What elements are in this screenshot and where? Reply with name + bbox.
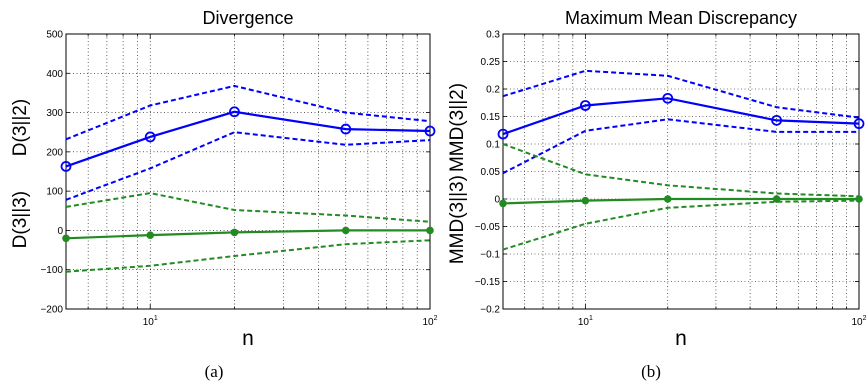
data-point — [581, 196, 590, 205]
x-axis-label: n — [675, 327, 687, 350]
data-point — [230, 228, 239, 237]
y-axis-label-1: D(3||2) — [10, 99, 31, 156]
y-tick-label: −200 — [40, 305, 63, 316]
data-point — [497, 128, 509, 140]
x-tick-label: 101 — [143, 315, 158, 328]
series-line-5 — [502, 199, 860, 251]
y-tick-label: 0 — [494, 195, 500, 206]
chart-title: Maximum Mean Discrepancy — [565, 8, 797, 28]
y-tick-label: 400 — [46, 69, 63, 80]
series-line-2 — [502, 118, 859, 175]
panel-caption: (a) — [205, 362, 224, 381]
y-tick-label: 300 — [46, 108, 63, 119]
y-tick-label: 500 — [46, 30, 63, 41]
data-point — [60, 160, 72, 172]
series-line-2 — [65, 131, 431, 201]
x-tick-label: 101 — [578, 315, 593, 328]
data-point — [771, 114, 783, 126]
y-tick-label: 200 — [46, 147, 63, 158]
series-line-0 — [65, 110, 431, 168]
series-line-1 — [65, 84, 431, 141]
y-tick-label: 100 — [46, 187, 63, 198]
x-tick-label: 102 — [851, 315, 866, 328]
y-tick-label: −0.1 — [480, 250, 500, 261]
y-tick-label: 0.1 — [486, 140, 500, 151]
data-point — [772, 195, 781, 203]
data-point — [341, 226, 350, 235]
y-axis-label-2: D(3||3) — [10, 191, 31, 248]
divergence-panel: −200 −100 0 100 200 300 400 500 101 102 Divergence… — [10, 8, 438, 381]
x-axis-label: n — [242, 327, 254, 350]
y-tick-label: 0 — [57, 226, 63, 237]
y-axis-label-2: MMD(3||3) — [447, 175, 468, 264]
data-point — [62, 234, 70, 243]
data-point — [146, 231, 155, 239]
data-point — [579, 100, 591, 111]
data-point — [229, 106, 240, 118]
y-tick-label: −0.2 — [480, 305, 500, 316]
series-line-4 — [65, 192, 431, 223]
axes-frame — [65, 33, 431, 310]
mmd-panel: −0.2 −0.15 −0.1 −0.05 0 0.05 0.1 0.15 0.2 0.25 0.3… — [447, 8, 867, 381]
series-line-5 — [65, 239, 431, 273]
y-tick-label: 0.2 — [486, 85, 500, 96]
y-axis-label-1: MMD(3||2) — [447, 83, 468, 172]
data-point — [662, 92, 674, 104]
y-tick-label: −100 — [40, 265, 63, 276]
data-point — [663, 195, 672, 203]
data-point — [144, 131, 156, 143]
chart-title: Divergence — [202, 8, 293, 28]
data-point — [340, 123, 352, 135]
data-point — [853, 118, 865, 130]
series-line-3 — [65, 229, 430, 240]
data-point — [424, 125, 436, 137]
panel-caption: (b) — [641, 362, 661, 381]
data-point — [499, 199, 507, 208]
y-tick-label: −0.05 — [475, 222, 501, 233]
data-point — [426, 226, 434, 235]
y-tick-label: 0.05 — [481, 167, 501, 178]
y-tick-label: 0.25 — [481, 57, 501, 68]
x-tick-label: 102 — [422, 315, 437, 328]
y-tick-label: −0.15 — [475, 277, 501, 288]
y-tick-label: 0.3 — [486, 30, 500, 41]
series-line-1 — [502, 69, 860, 119]
series-line-0 — [502, 97, 860, 136]
series-line-4 — [502, 143, 860, 198]
y-tick-label: 0.15 — [481, 112, 501, 123]
